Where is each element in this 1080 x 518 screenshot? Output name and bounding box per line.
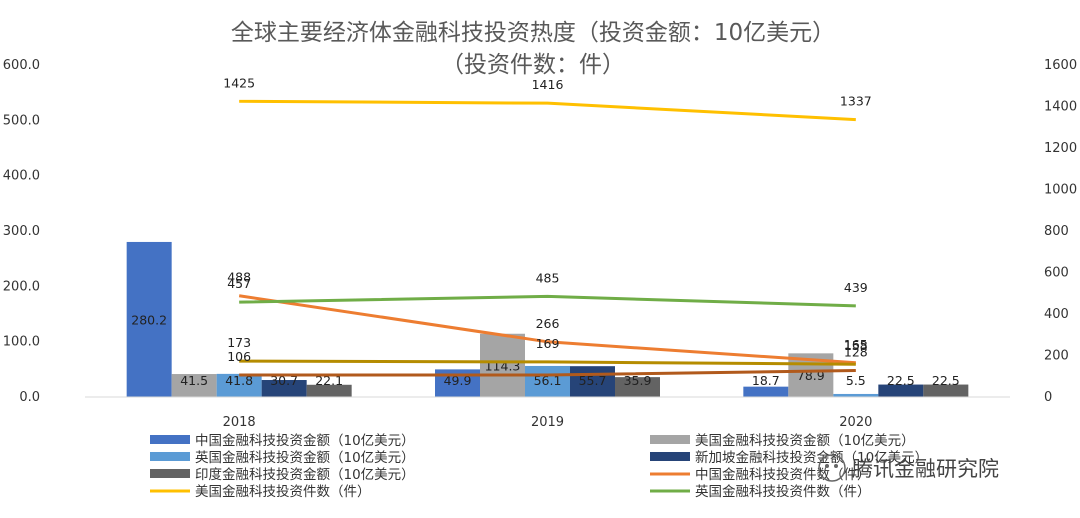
x-axis: 2018 2019 2020	[223, 415, 873, 430]
watermark-text: 腾讯金融研究院	[852, 457, 999, 481]
bar-data-label: 41.5	[180, 373, 208, 388]
legend-label: 美国金融科技投资金额（10亿美元）	[695, 433, 915, 449]
bar-data-label: 41.8	[225, 373, 253, 388]
y-left-tick-label: 400.0	[3, 169, 40, 184]
y-left-tick-label: 600.0	[3, 58, 40, 73]
bar	[171, 374, 217, 397]
line-data-label: 158	[844, 338, 868, 353]
line-data-label: 488	[227, 270, 251, 285]
bar	[480, 333, 525, 397]
y-right-tick-label: 600	[1044, 266, 1069, 281]
legend-swatch	[650, 435, 690, 444]
y-right-tick-label: 1000	[1044, 183, 1077, 198]
line-data-label: 457	[227, 276, 251, 291]
y-right-tick-label: 200	[1044, 349, 1069, 364]
legend: 中国金融科技投资金额（10亿美元） 美国金融科技投资金额（10亿美元） 英国金融科技…	[150, 433, 928, 500]
bar-data-label: 22.5	[887, 373, 915, 388]
y-left-tick-label: 100.0	[3, 335, 40, 350]
y-right-tick-label: 400	[1044, 307, 1069, 322]
line-series	[239, 368, 856, 377]
bar	[570, 366, 615, 397]
legend-swatch	[150, 452, 190, 461]
y-right-tick-label: 1400	[1044, 100, 1077, 115]
bar-data-label: 22.1	[315, 373, 343, 388]
bar-data-label: 56.1	[534, 373, 562, 388]
legend-label: 英国金融科技投资件数（件）	[695, 483, 871, 500]
line-data-label: 169	[536, 336, 560, 351]
y-left-tick-label: 300.0	[3, 224, 40, 239]
line-data-label: 439	[844, 280, 868, 295]
y-axis-left: 0.0 100.0 200.0 300.0 400.0 500.0 600.0	[3, 58, 40, 405]
line-data-label: 485	[536, 270, 560, 285]
y-right-tick-label: 800	[1044, 224, 1069, 239]
line-data-label: 1425	[223, 75, 255, 90]
bar-data-label: 49.9	[444, 373, 472, 388]
bar-data-label: 22.5	[932, 373, 960, 388]
bar-data-label: 35.9	[624, 373, 652, 388]
bar	[923, 384, 969, 397]
legend-label: 中国金融科技投资件数（件）	[695, 467, 871, 483]
y-right-tick-label: 1600	[1044, 58, 1077, 73]
y-left-tick-label: 0.0	[19, 390, 40, 405]
bar	[615, 377, 660, 397]
bar	[525, 365, 570, 397]
line-data-label: 266	[536, 316, 560, 331]
line-data-label: 1416	[532, 77, 564, 92]
y-left-tick-label: 200.0	[3, 279, 40, 294]
bar	[306, 384, 352, 397]
bar-data-label: 18.7	[752, 373, 780, 388]
watermark: 腾讯金融研究院	[818, 454, 999, 482]
line-data-label: 173	[227, 335, 251, 350]
legend-label: 美国金融科技投资件数（件）	[195, 484, 371, 500]
bar	[216, 373, 262, 397]
legend-label: 印度金融科技投资金额（10亿美元）	[195, 467, 415, 483]
legend-label: 新加坡金融科技投资金额（10亿美元）	[695, 450, 928, 466]
bar	[878, 384, 924, 397]
bar-data-label: 5.5	[846, 373, 866, 388]
y-right-tick-label: 1200	[1044, 141, 1077, 156]
legend-swatch	[150, 435, 190, 444]
chart-subtitle: （投资件数：件）	[441, 52, 625, 78]
y-left-tick-label: 500.0	[3, 113, 40, 128]
legend-swatch	[150, 469, 190, 478]
line-series	[238, 294, 856, 365]
legend-swatch	[650, 452, 690, 461]
chart-title: 全球主要经济体金融科技投资热度（投资金额：10亿美元）	[231, 20, 835, 46]
bar	[126, 241, 172, 397]
bar	[261, 380, 307, 397]
line-series	[239, 99, 856, 122]
y-axis-right: 0 200 400 600 800 1000 1200 1400 1600	[1044, 58, 1077, 405]
line-data-label: 1337	[840, 94, 872, 109]
line-series	[239, 294, 856, 308]
legend-label: 英国金融科技投资金额（10亿美元）	[195, 449, 415, 466]
y-right-tick-label: 0	[1044, 390, 1052, 405]
legend-label: 中国金融科技投资金额（10亿美元）	[195, 433, 415, 449]
wechat-icon	[818, 454, 846, 482]
bar-data-label: 30.7	[270, 373, 298, 388]
line-data-label: 165	[844, 337, 868, 352]
bar-data-label: 280.2	[131, 312, 167, 327]
x-tick-label: 2018	[223, 415, 256, 430]
line-data-label: 128	[844, 344, 868, 359]
line-series	[239, 359, 856, 366]
line-data-label: 106	[227, 349, 251, 364]
bar	[833, 393, 879, 397]
bar-data-label: 55.7	[579, 373, 607, 388]
x-tick-label: 2019	[531, 415, 564, 430]
x-tick-label: 2020	[839, 415, 872, 430]
bar	[743, 386, 789, 397]
